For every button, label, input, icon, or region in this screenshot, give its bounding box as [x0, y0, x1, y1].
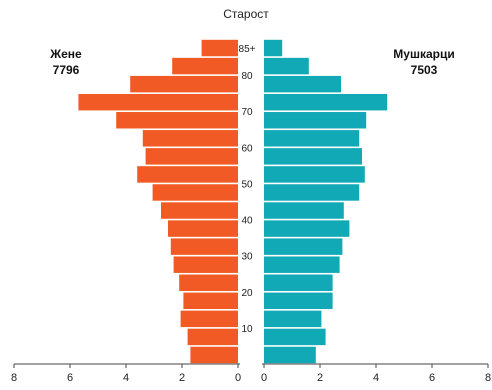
female-bar-0-4 — [190, 346, 238, 364]
age-label-20: 20 — [241, 288, 253, 299]
female-bar-10-14 — [180, 310, 238, 328]
female-bars — [78, 39, 239, 364]
male-bar-65-69 — [264, 112, 367, 129]
male-series-total: 7503 — [411, 63, 438, 77]
male-bar-55-59 — [264, 148, 362, 165]
male-x-tick-6: 6 — [429, 372, 435, 384]
male-bar-35-39 — [264, 220, 350, 237]
female-bar-35-39 — [168, 220, 238, 237]
male-bar-15-19 — [264, 292, 333, 310]
female-bar-30-34 — [170, 238, 238, 255]
age-axis-labels: 10 20 30 40 50 60 70 80 85+ — [239, 44, 256, 335]
age-label-60: 60 — [241, 143, 253, 154]
male-bar-10-14 — [264, 310, 322, 328]
female-x-tick-2: 2 — [179, 372, 185, 384]
male-bar-50-54 — [264, 166, 365, 183]
female-bar-80-84 — [172, 57, 238, 75]
male-bar-85+ — [264, 39, 283, 57]
male-series-name: Мушкарци — [393, 47, 454, 61]
male-bar-0-4 — [264, 346, 316, 364]
female-x-tick-8: 8 — [11, 372, 17, 384]
female-series-total: 7796 — [53, 63, 80, 77]
female-bar-45-49 — [152, 184, 238, 201]
female-series-name: Жене — [49, 47, 82, 61]
age-label-40: 40 — [241, 216, 253, 227]
female-x-tick-4: 4 — [123, 372, 129, 384]
age-label-70: 70 — [241, 107, 253, 118]
female-bar-40-44 — [161, 202, 238, 219]
age-label-85+: 85+ — [239, 44, 256, 55]
male-x-tick-2: 2 — [317, 372, 323, 384]
age-label-10: 10 — [241, 324, 253, 335]
male-bar-25-29 — [264, 256, 340, 273]
female-bar-15-19 — [183, 292, 238, 310]
female-x-tick-0: 0 — [235, 372, 241, 384]
male-bar-45-49 — [264, 184, 360, 201]
female-bar-75-79 — [130, 75, 238, 93]
male-bar-80-84 — [264, 57, 309, 75]
female-bar-60-64 — [142, 130, 238, 147]
female-x-tick-6: 6 — [67, 372, 73, 384]
male-bar-40-44 — [264, 202, 344, 219]
female-bar-20-24 — [179, 274, 238, 291]
age-label-30: 30 — [241, 252, 253, 263]
age-label-80: 80 — [241, 71, 253, 82]
male-bar-70-74 — [264, 93, 388, 111]
male-x-tick-0: 0 — [261, 372, 267, 384]
female-bar-55-59 — [145, 148, 238, 165]
male-bar-30-34 — [264, 238, 343, 255]
age-label-50: 50 — [241, 179, 253, 190]
x-axis-ticks: 8 8 6 6 4 4 2 2 0 0 — [11, 364, 491, 384]
male-x-tick-8: 8 — [485, 372, 491, 384]
female-bar-50-54 — [137, 166, 238, 183]
female-bar-65-69 — [116, 112, 238, 129]
chart-title: Старост — [223, 7, 269, 21]
female-bar-25-29 — [173, 256, 238, 273]
female-bar-5-9 — [187, 328, 238, 346]
female-bar-70-74 — [78, 93, 239, 111]
male-bar-20-24 — [264, 274, 333, 291]
male-bar-75-79 — [264, 75, 341, 93]
female-bar-85+ — [201, 39, 238, 57]
male-bar-5-9 — [264, 328, 326, 346]
male-bar-60-64 — [264, 130, 360, 147]
male-x-tick-4: 4 — [373, 372, 379, 384]
male-bars — [264, 39, 388, 364]
